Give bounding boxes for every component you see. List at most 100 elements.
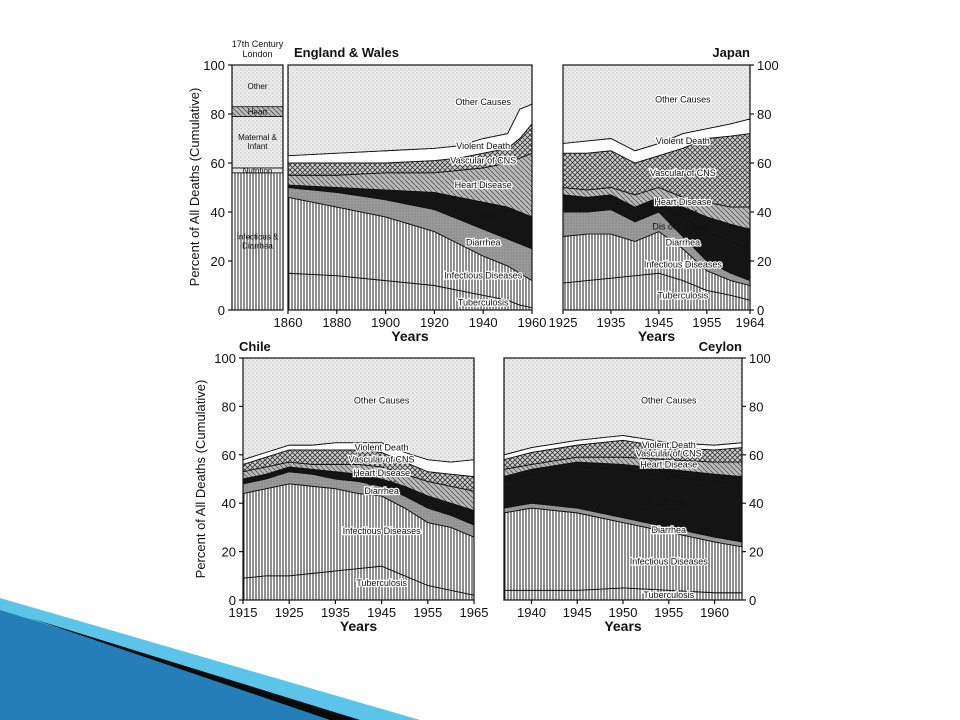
x-tick-label: 1945 <box>644 315 673 330</box>
y-tick-label: 40 <box>749 496 763 511</box>
y-tick-label: 80 <box>749 399 763 414</box>
x-axis-label: Years <box>604 618 642 634</box>
london-band <box>231 64 284 108</box>
band-label: Diarrhea <box>364 486 399 496</box>
band-label: Tuberculosis <box>658 290 709 300</box>
london-band-label: Diarrhea <box>242 241 273 250</box>
london-band-label: Infectious & <box>237 232 279 241</box>
y-tick-label: 100 <box>757 58 779 73</box>
y-tick-label: 40 <box>211 205 225 220</box>
y-tick-label: 20 <box>211 254 225 269</box>
y-tick-label: 60 <box>749 448 763 463</box>
y-tick-label: 80 <box>757 107 771 122</box>
x-tick-label: 1965 <box>460 605 489 620</box>
x-tick-label: 1964 <box>736 315 765 330</box>
y-tick-label: 100 <box>749 351 771 366</box>
x-tick-label: 1955 <box>654 605 683 620</box>
band-label: Dis of Early Inf. <box>652 222 713 232</box>
x-tick-label: 1925 <box>275 605 304 620</box>
y-tick-label: 20 <box>222 545 236 560</box>
band-label: Diarrhea <box>666 238 701 248</box>
panel-title: Japan <box>712 45 750 60</box>
panel-london: Infectious &Diarrhea Nutrition Maternal &I… <box>187 39 284 318</box>
x-tick-label: 1925 <box>549 315 578 330</box>
band-label: Tuberculosis <box>356 578 407 588</box>
band-label: Infectious Diseases <box>343 526 422 536</box>
band-label: Cancer <box>668 207 697 217</box>
panel-title: England & Wales <box>294 45 399 60</box>
y-tick-label: 20 <box>749 545 763 560</box>
y-tick-label: 40 <box>757 205 771 220</box>
y-tick-label: 20 <box>757 254 771 269</box>
band-label: Diarrhea <box>652 525 687 535</box>
london-band-label: Heart <box>248 108 268 117</box>
y-tick-label: 100 <box>214 351 236 366</box>
band-label: Heart Disease <box>353 468 410 478</box>
band-label: Cancer <box>367 478 396 488</box>
band-label: Other Causes <box>354 395 410 405</box>
x-tick-label: 1955 <box>692 315 721 330</box>
x-tick-label: 1945 <box>563 605 592 620</box>
band-label: Other Causes <box>641 395 697 405</box>
y-tick-label: 0 <box>218 303 225 318</box>
band-label: Heart Disease <box>654 197 711 207</box>
x-tick-label: 1955 <box>413 605 442 620</box>
x-tick-label: 1940 <box>517 605 546 620</box>
band-label: Diarrhea <box>466 238 501 248</box>
band-label: Vascular of CNS <box>636 449 702 459</box>
london-band-label: Infant <box>247 142 268 151</box>
band-label: Heart Disease <box>640 459 697 469</box>
london-band-label: Other <box>247 82 267 91</box>
y-tick-label: 100 <box>203 58 225 73</box>
band-label: Other Causes <box>455 97 511 107</box>
band-label: Tuberculosis <box>458 298 509 308</box>
london-band <box>231 172 284 311</box>
band-label: Cancer <box>469 211 498 221</box>
band-label: Violent Death <box>642 440 696 450</box>
x-tick-label: 1915 <box>229 605 258 620</box>
panel-japan: Tuberculosis Infectious Diseases Diarrhea D… <box>549 45 779 344</box>
london-title: London <box>242 49 272 59</box>
band-label: Infectious Diseases <box>630 556 709 566</box>
band-label: Cancer <box>654 468 683 478</box>
y-tick-label: 60 <box>211 156 225 171</box>
panel-title: Chile <box>239 339 271 354</box>
x-tick-label: 1860 <box>274 315 303 330</box>
london-title: 17th Century <box>232 39 284 49</box>
y-tick-label: 0 <box>757 303 764 318</box>
panel-frame <box>287 64 533 311</box>
x-tick-label: 1935 <box>321 605 350 620</box>
y-axis-label: Percent of All Deaths (Cumulative) <box>187 88 202 287</box>
y-tick-label: 60 <box>222 448 236 463</box>
x-axis-label: Years <box>638 328 676 344</box>
x-tick-label: 1950 <box>609 605 638 620</box>
slide-ribbon <box>0 598 420 720</box>
band-label: Violent Death <box>355 443 409 453</box>
london-frame <box>231 64 284 311</box>
x-tick-label: 1940 <box>469 315 498 330</box>
band-label: Violent Death <box>456 141 510 151</box>
band-label: Violent Death <box>656 136 710 146</box>
x-tick-label: 1880 <box>322 315 351 330</box>
band-label: Dis of Early Inf <box>640 497 699 507</box>
ribbon-black <box>30 618 360 720</box>
band-label: Infectious Diseases <box>644 260 723 270</box>
panel-england: Tuberculosis Infectious Diseases Diarrhea C… <box>274 45 547 344</box>
band-label: Vascular of CNS <box>450 156 516 166</box>
panel-ceylon: Tuberculosis Infectious Diseases Diarrhea D… <box>503 339 771 634</box>
x-tick-label: 1920 <box>420 315 449 330</box>
x-tick-label: 1960 <box>518 315 547 330</box>
panel-title: Ceylon <box>699 339 742 354</box>
x-tick-label: 1960 <box>700 605 729 620</box>
panel-frame <box>242 357 475 601</box>
band-label: Tuberculosis <box>643 590 694 600</box>
y-tick-label: 80 <box>222 399 236 414</box>
x-axis-label: Years <box>340 618 378 634</box>
x-tick-label: 1935 <box>596 315 625 330</box>
y-tick-label: 60 <box>757 156 771 171</box>
band-label: Other Causes <box>655 94 711 104</box>
y-tick-label: 80 <box>211 107 225 122</box>
y-axis-label: Percent of All Deaths (Cumulative) <box>193 380 208 579</box>
band-label: Vascular of CNS <box>650 168 716 178</box>
